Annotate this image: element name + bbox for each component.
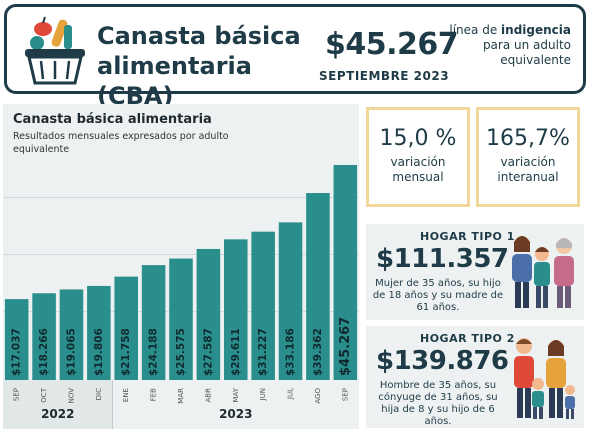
family-three-icon xyxy=(512,236,574,308)
year-label-2023: 2023 xyxy=(219,407,252,421)
month-label: JUL xyxy=(287,388,295,400)
bar-value-label: $31.227 xyxy=(257,328,269,376)
bar-ene-4 xyxy=(114,276,139,380)
hogar-1-price: $111.357 xyxy=(376,244,509,274)
header-banner: Canasta básica alimentaria (CBA) $45.267… xyxy=(4,4,586,110)
yearly-variation-label: variación interanual xyxy=(497,155,559,184)
hogar-1-description: Mujer de 35 años, su hijo de 18 años y s… xyxy=(372,278,504,313)
monthly-variation-card: 15,0 % variación mensual xyxy=(366,107,470,207)
bar-chart: $17.037 SEP $18.266 OCT $19.065 NOV $19.806 DIC… xyxy=(3,164,359,429)
bar-value-label: $17.037 xyxy=(11,328,23,376)
bar-value-label: $45.267 xyxy=(338,317,353,376)
bar-value-label: $18.266 xyxy=(38,328,50,376)
month-label: OCT xyxy=(40,387,48,402)
header-description: línea de indigencia para un adulto equiv… xyxy=(439,23,571,68)
month-label: JUN xyxy=(259,388,267,401)
bar-sep-12 xyxy=(333,164,358,380)
hogar-tipo-2-card: HOGAR TIPO 2 $139.876 Hombre de 35 años,… xyxy=(366,326,584,428)
month-label: FEB xyxy=(150,388,158,401)
month-label: ENE xyxy=(122,388,130,402)
month-label: MAY xyxy=(232,387,240,402)
bar-value-label: $21.758 xyxy=(120,328,132,376)
bar-value-label: $39.362 xyxy=(312,328,324,376)
month-label: AGO xyxy=(314,388,322,404)
month-label: SEP xyxy=(341,388,349,401)
bar-value-label: $33.186 xyxy=(285,328,297,376)
bar-jun-9 xyxy=(251,231,275,380)
bar-value-label: $19.065 xyxy=(65,328,77,376)
bar-value-label: $27.587 xyxy=(202,328,214,376)
bar-dic-3 xyxy=(87,285,111,380)
bar-mar-6 xyxy=(169,258,193,380)
yearly-variation-value: 165,7% xyxy=(486,126,570,151)
month-label: MAR xyxy=(177,388,185,404)
bar-value-label: $25.575 xyxy=(175,328,187,376)
chart-panel: $17.037 SEP $18.266 OCT $19.065 NOV $19.806 DIC… xyxy=(3,104,359,429)
bar-nov-2 xyxy=(59,289,84,380)
bar-feb-5 xyxy=(141,265,166,380)
hogar-1-title: HOGAR TIPO 1 xyxy=(420,230,515,243)
bar-value-label: $24.188 xyxy=(148,328,160,376)
header-desc-pre: línea de xyxy=(449,23,498,37)
yearly-variation-card: 165,7% variación interanual xyxy=(476,107,580,207)
bar-oct-1 xyxy=(32,293,56,380)
month-label: NOV xyxy=(67,388,75,404)
hogar-2-title: HOGAR TIPO 2 xyxy=(420,332,515,345)
month-label: ABR xyxy=(204,388,212,403)
header-desc-bold: indigencia xyxy=(501,23,571,37)
bar-value-label: $19.806 xyxy=(93,328,105,376)
page-title: Canasta básica alimentaria (CBA) xyxy=(97,22,301,110)
year-band xyxy=(3,380,113,429)
bar-jul-10 xyxy=(278,222,303,380)
monthly-variation-label: variación mensual xyxy=(390,155,446,184)
hogar-2-description: Hombre de 35 años, su cónyuge de 31 años… xyxy=(378,380,498,427)
bar-sep-0 xyxy=(4,299,29,380)
family-four-icon xyxy=(514,338,575,419)
hogar-tipo-1-card: HOGAR TIPO 1 $111.357 Mujer de 35 años, … xyxy=(366,224,584,320)
header-desc-post: para un adulto equivalente xyxy=(482,38,571,67)
bar-ago-11 xyxy=(306,193,330,380)
month-label: DIC xyxy=(95,388,103,400)
hogar-2-price: $139.876 xyxy=(376,346,509,376)
bar-value-label: $29.611 xyxy=(230,328,242,376)
header-date: SEPTIEMBRE 2023 xyxy=(319,69,450,83)
basket-icon xyxy=(25,16,85,85)
year-label-2022: 2022 xyxy=(41,407,74,421)
month-label: SEP xyxy=(13,388,21,401)
chart-subtitle: Resultados mensuales expresados por adul… xyxy=(13,131,229,155)
monthly-variation-value: 15,0 % xyxy=(379,126,457,151)
header-price: $45.267 xyxy=(325,27,459,62)
bar-abr-7 xyxy=(196,248,221,380)
bar-may-8 xyxy=(223,239,248,380)
chart-title: Canasta básica alimentaria xyxy=(13,112,212,127)
